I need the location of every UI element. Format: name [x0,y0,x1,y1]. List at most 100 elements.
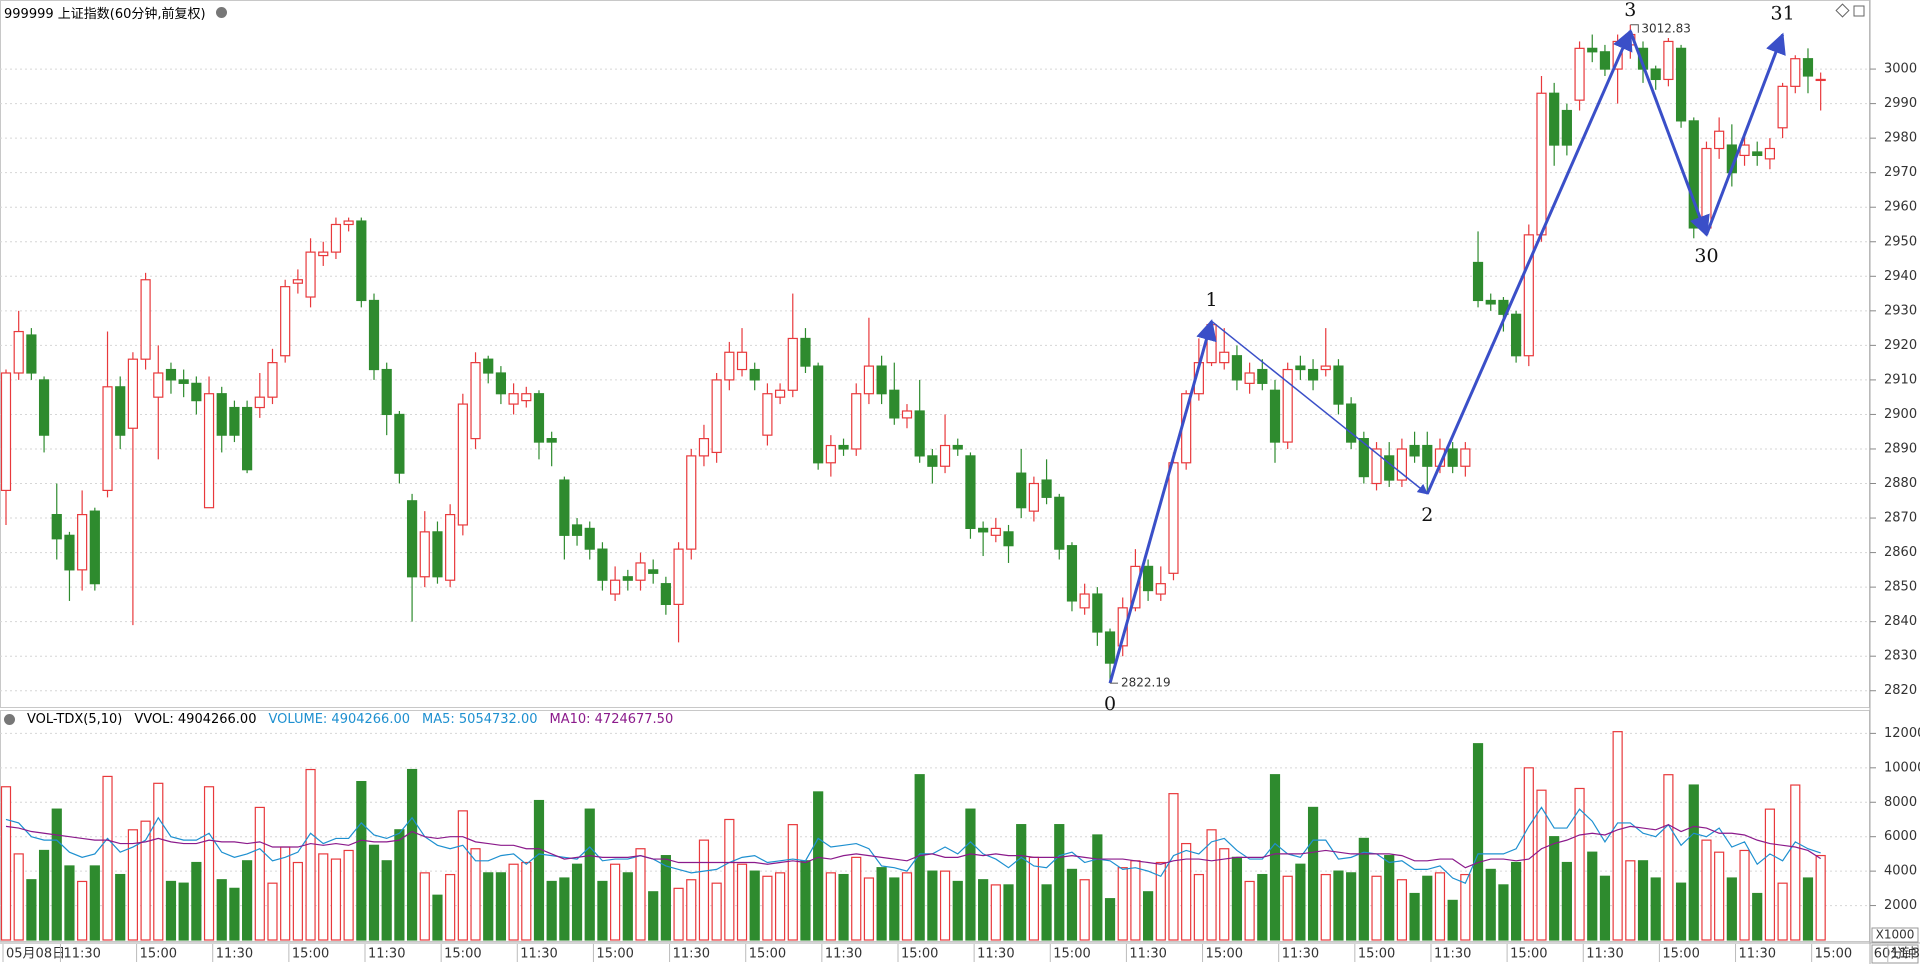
volume-bar [686,879,697,941]
volume-bar [1739,849,1750,941]
candle-body [1016,472,1027,509]
candle-body [1384,455,1395,481]
x-tick-label: 15:00 [1206,947,1243,962]
volume-bar [1675,882,1687,941]
candle-body [1409,444,1420,457]
candle-body [1257,368,1268,384]
candle-body [1574,47,1585,101]
period-box[interactable] [1871,944,1919,964]
candle-body [1802,58,1814,77]
candle-body [952,444,963,450]
period-label[interactable]: 60分钟 [1874,946,1917,962]
volume-bar [1168,793,1179,941]
volume-bar [559,877,570,941]
candle-body [1028,482,1039,512]
x-tick-label: 15:00 [749,947,786,962]
candle-body [1041,479,1052,498]
candle-body [546,438,557,443]
volume-bar [1447,899,1458,941]
volume-bar [394,829,405,941]
y-tick-label: 2940 [1884,269,1917,284]
y-tick-label: 2910 [1884,372,1917,387]
candle-body [1244,372,1255,384]
wave-label: 3 [1624,0,1636,21]
candle-body [508,393,519,405]
volume-bar [1282,875,1293,941]
volume-bar [1295,863,1306,941]
volume-bar [127,829,138,941]
candle-body [280,286,291,357]
volume-bar [356,780,367,941]
candle-body [1587,47,1598,53]
x-tick-label: 15:00 [1815,947,1852,962]
diamond-icon[interactable] [1835,3,1850,18]
volume-bar [622,872,633,941]
candle-body [1511,313,1522,357]
window-icon[interactable] [1853,5,1865,17]
volume-bar [901,872,913,941]
volume-bar [1384,855,1395,941]
y-tick-label: 2860 [1884,545,1917,560]
x-tick-label: 15:00 [1053,947,1090,962]
ma5-text: MA5: 5054732.00 [422,712,538,727]
volume-bar [939,870,951,941]
candle-body [1320,365,1331,371]
volume-bar [698,839,710,941]
volume-bar [1777,882,1788,941]
volume-bar [673,887,684,941]
volume-bar [1155,861,1166,941]
candle-body [762,393,773,436]
candle-body [648,569,659,574]
x-tick-label: 11:30 [216,947,253,962]
x-tick-label: 05月08日 [6,947,65,962]
x-tick-label: 11:30 [1434,947,1471,962]
volume-bar [762,875,773,941]
volume-bar [1219,848,1230,941]
candle-body [851,393,862,450]
volume-bar [1561,861,1572,941]
candle-body [0,372,12,492]
volume-bar [1231,856,1243,941]
candle-body [1155,583,1166,595]
volume-bar [1041,884,1052,941]
candle-body [356,220,367,302]
candle-body [140,279,151,360]
candle-body [1536,92,1547,236]
volume-bar [445,873,456,941]
candle-body [533,393,545,443]
candle-body [1219,351,1230,364]
candle-body [292,279,303,284]
volume-bar [1815,854,1826,941]
low-note: 2822.19 [1121,676,1171,690]
y-tick-label: 2870 [1884,511,1917,526]
candle-body [939,444,951,467]
menu-dot[interactable] [4,714,15,725]
volume-bar [242,860,253,941]
volume-bar [495,872,507,941]
candle-body [686,455,697,550]
volume-bar [749,870,760,941]
candle-body [242,406,253,471]
candle-body [622,576,633,581]
candle-body [1815,78,1826,82]
volume-bar [1016,824,1027,941]
candle-body [990,527,1001,536]
ma10-line [5,823,1821,869]
menu-dot[interactable] [215,7,227,18]
volume-bar [1790,784,1801,941]
candle-body [978,527,989,533]
candle-body [927,455,938,467]
candle-body [1650,68,1661,81]
candle-body [698,438,710,457]
volume-bar [1663,774,1674,941]
wave-label: 2 [1421,504,1433,526]
volume-bar [191,861,202,941]
candle-body [1066,545,1078,602]
candle-body [51,513,62,540]
volume-bar [508,863,519,941]
candle-body [178,379,189,384]
high-note: 3012.83 [1641,21,1691,35]
candle-body [1295,365,1306,371]
ma10-text: MA10: 4724677.50 [549,712,674,727]
candle-body [597,548,608,581]
